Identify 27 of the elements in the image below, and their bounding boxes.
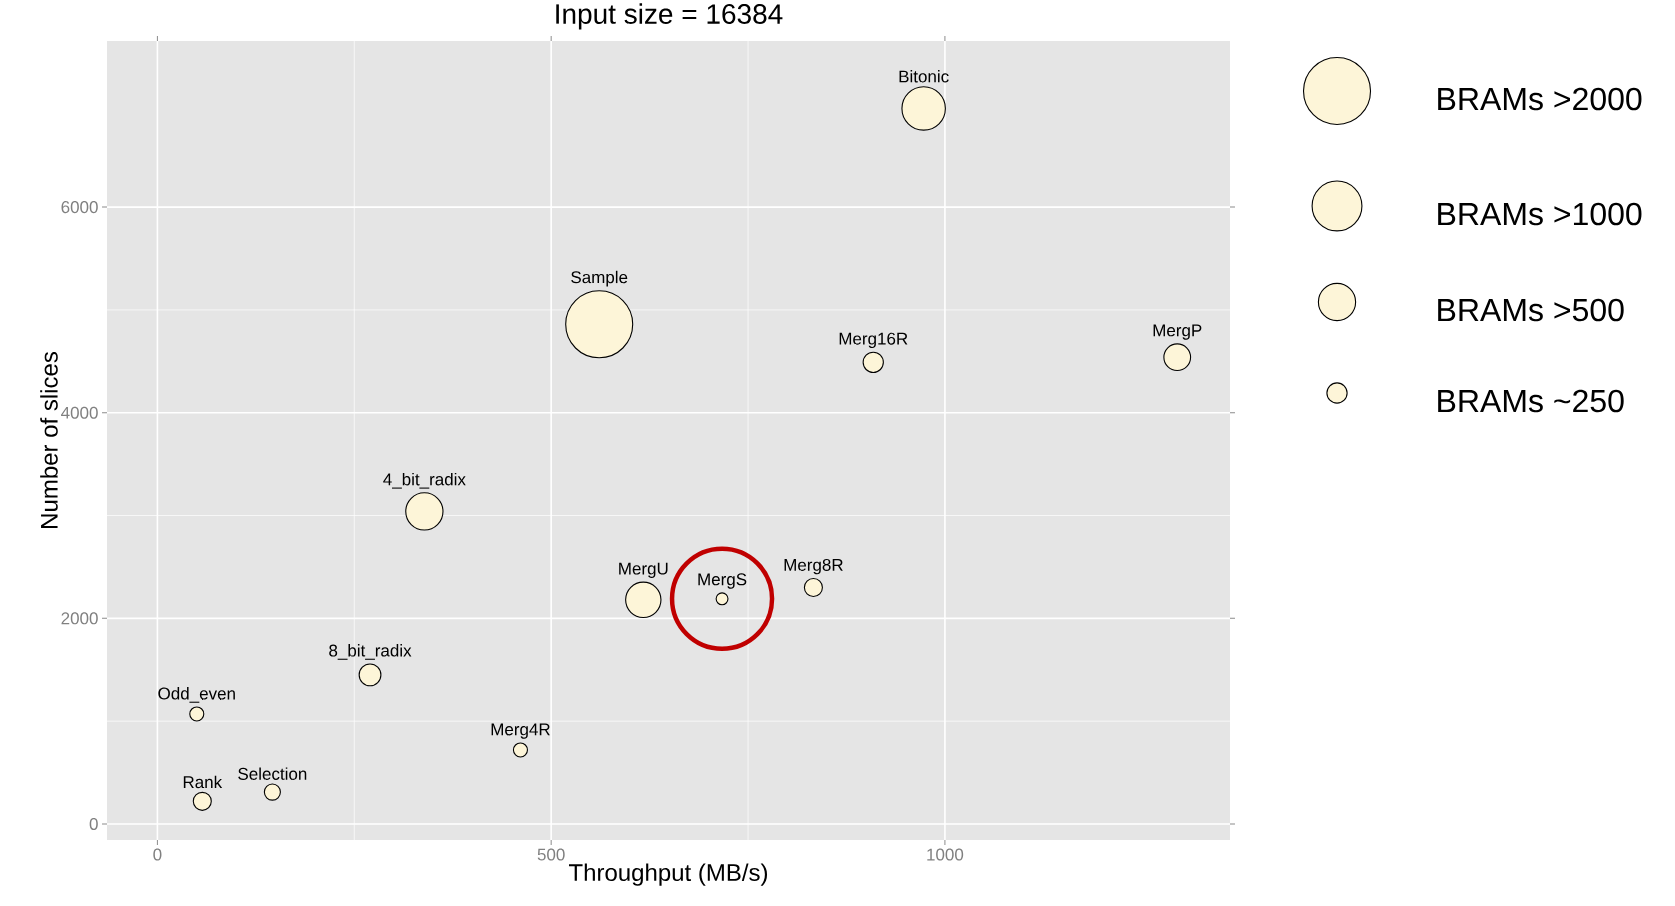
y-tick-label: 2000 xyxy=(61,612,98,625)
annotation: Selection xyxy=(238,767,307,780)
annotation: MergS xyxy=(698,573,747,589)
y-tick-label: 6000 xyxy=(61,201,98,214)
legend-label: BRAMs >500 xyxy=(1438,298,1624,322)
annotation: Sample xyxy=(571,270,628,287)
x-tick-label: 1000 xyxy=(927,848,964,861)
y-tick-label: 0 xyxy=(89,817,98,830)
annotation: Bitonic xyxy=(899,70,949,83)
x-tick-label: 500 xyxy=(537,848,565,861)
legend-label: BRAMs ~250 xyxy=(1438,389,1624,413)
legend-label: BRAMs >2000 xyxy=(1438,87,1642,111)
annotation: 8_bit_radix xyxy=(329,644,412,660)
annotation: MergP xyxy=(1153,324,1202,340)
legend-label: BRAMs >1000 xyxy=(1438,202,1642,226)
annotation: Odd_even xyxy=(158,687,235,703)
annotation: 4_bit_radix xyxy=(383,472,466,489)
chart-title: Input size = 16384 xyxy=(556,3,783,30)
annotation: MergU xyxy=(619,562,668,578)
annotation: Rank xyxy=(183,775,223,789)
x-axis-title: Throughput (MB/s) xyxy=(569,863,768,886)
y-tick-label: 4000 xyxy=(61,406,98,419)
annotation: Merg4R xyxy=(491,723,550,739)
y-axis-title: Number of slices xyxy=(40,352,58,528)
annotation: Merg16R xyxy=(839,332,908,349)
annotation: Merg8R xyxy=(784,558,843,575)
x-tick-label: 0 xyxy=(153,848,162,861)
